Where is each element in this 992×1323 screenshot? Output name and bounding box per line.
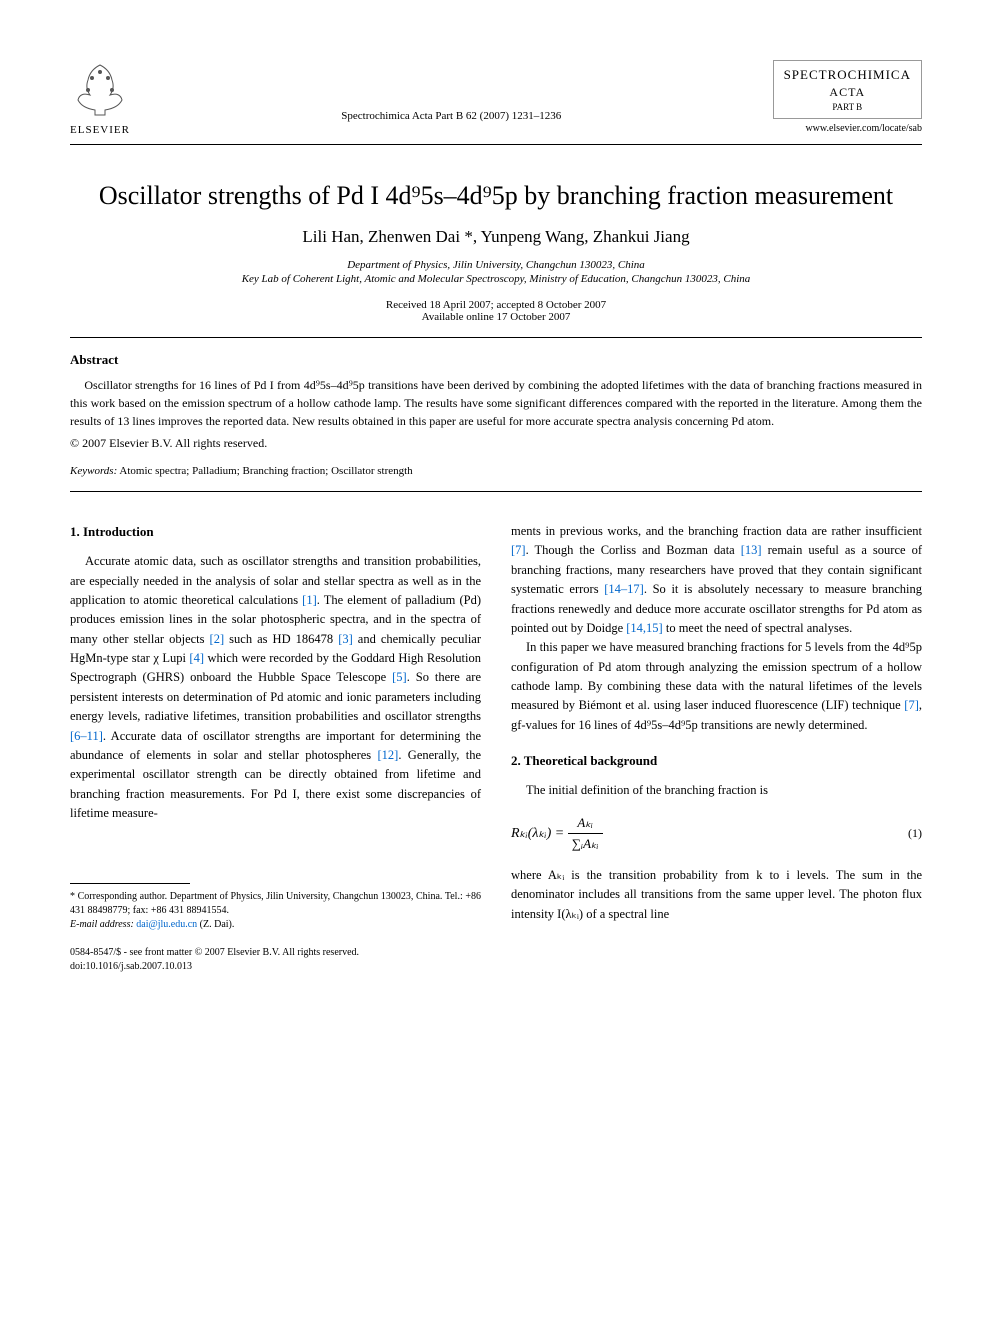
eq-lhs: Rₖᵢ(λₖᵢ) = — [511, 826, 568, 841]
intro-para-1-cont: ments in previous works, and the branchi… — [511, 522, 922, 638]
citation-link[interactable]: [6–11] — [70, 729, 103, 743]
footnote-line-1: * Corresponding author. Department of Ph… — [70, 890, 481, 918]
article-dates: Received 18 April 2007; accepted 8 Octob… — [70, 299, 922, 323]
body-columns: 1. Introduction Accurate atomic data, su… — [70, 522, 922, 974]
authors: Lili Han, Zhenwen Dai *, Yunpeng Wang, Z… — [70, 227, 922, 247]
citation-link[interactable]: [12] — [378, 748, 399, 762]
journal-box-wrap: SPECTROCHIMICA ACTA PART B www.elsevier.… — [773, 60, 922, 134]
email-label: E-mail address: — [70, 919, 136, 930]
intro-para-1: Accurate atomic data, such as oscillator… — [70, 552, 481, 823]
abstract-heading: Abstract — [70, 352, 922, 368]
journal-box-title: SPECTROCHIMICA — [784, 67, 911, 83]
elsevier-label: ELSEVIER — [70, 124, 130, 136]
keywords-text: Atomic spectra; Palladium; Branching fra… — [117, 465, 412, 477]
page-header: ELSEVIER Spectrochimica Acta Part B 62 (… — [70, 60, 922, 136]
email-suffix: (Z. Dai). — [197, 919, 234, 930]
citation-link[interactable]: [5] — [392, 670, 407, 684]
text-run: to meet the need of spectral analyses. — [663, 621, 853, 635]
citation-link[interactable]: [14–17] — [604, 582, 644, 596]
journal-box-sub: ACTA — [784, 85, 911, 100]
corresponding-author-footnote: * Corresponding author. Department of Ph… — [70, 890, 481, 932]
equation-1: Rₖᵢ(λₖᵢ) = Aₖᵢ∑ᵢAₖᵢ (1) — [511, 813, 922, 854]
column-right: ments in previous works, and the branchi… — [511, 522, 922, 974]
keywords: Keywords: Atomic spectra; Palladium; Bra… — [70, 465, 922, 477]
article-title: Oscillator strengths of Pd I 4d⁹5s–4d⁹5p… — [70, 181, 922, 211]
affiliation-2: Key Lab of Coherent Light, Atomic and Mo… — [70, 273, 922, 285]
text-run: . Though the Corliss and Bozman data — [526, 543, 741, 557]
footnote-email-line: E-mail address: dai@jlu.edu.cn (Z. Dai). — [70, 918, 481, 932]
section-2-heading: 2. Theoretical background — [511, 751, 922, 771]
citation-link[interactable]: [14,15] — [626, 621, 662, 635]
citation-link[interactable]: [1] — [302, 593, 317, 607]
journal-url: www.elsevier.com/locate/sab — [773, 123, 922, 134]
elsevier-tree-icon — [70, 60, 130, 120]
footnote-rule — [70, 883, 190, 884]
keywords-label: Keywords: — [70, 465, 117, 477]
abstract-text: Oscillator strengths for 16 lines of Pd … — [70, 376, 922, 430]
citation-link[interactable]: [7] — [511, 543, 526, 557]
equation-number: (1) — [908, 824, 922, 843]
journal-box: SPECTROCHIMICA ACTA PART B — [773, 60, 922, 119]
citation-link[interactable]: [3] — [338, 632, 353, 646]
doi-line: doi:10.1016/j.sab.2007.10.013 — [70, 960, 481, 974]
header-rule — [70, 144, 922, 145]
equation-body: Rₖᵢ(λₖᵢ) = Aₖᵢ∑ᵢAₖᵢ — [511, 813, 603, 854]
affiliation-1: Department of Physics, Jilin University,… — [70, 259, 922, 271]
journal-reference: Spectrochimica Acta Part B 62 (2007) 123… — [130, 60, 773, 122]
intro-para-2: In this paper we have measured branching… — [511, 638, 922, 735]
citation-link[interactable]: [7] — [904, 698, 919, 712]
dates-line-1: Received 18 April 2007; accepted 8 Octob… — [70, 299, 922, 311]
text-run: ments in previous works, and the branchi… — [511, 524, 922, 538]
bottom-meta: 0584-8547/$ - see front matter © 2007 El… — [70, 946, 481, 974]
citation-link[interactable]: [4] — [189, 651, 204, 665]
citation-link[interactable]: [2] — [210, 632, 225, 646]
text-run: such as HD 186478 — [224, 632, 338, 646]
citation-link[interactable]: [13] — [741, 543, 762, 557]
abstract-top-rule — [70, 337, 922, 338]
section-1-heading: 1. Introduction — [70, 522, 481, 542]
fraction-denominator: ∑ᵢAₖᵢ — [568, 834, 603, 854]
fraction-numerator: Aₖᵢ — [568, 813, 603, 834]
dates-line-2: Available online 17 October 2007 — [70, 311, 922, 323]
column-left: 1. Introduction Accurate atomic data, su… — [70, 522, 481, 974]
text-run: In this paper we have measured branching… — [511, 640, 922, 712]
journal-box-part: PART B — [784, 102, 911, 112]
publisher-logo: ELSEVIER — [70, 60, 130, 136]
email-link[interactable]: dai@jlu.edu.cn — [136, 919, 197, 930]
abstract-bottom-rule — [70, 491, 922, 492]
theory-para-2: where Aₖᵢ is the transition probability … — [511, 866, 922, 924]
copyright: © 2007 Elsevier B.V. All rights reserved… — [70, 436, 922, 451]
abstract-body: Oscillator strengths for 16 lines of Pd … — [70, 376, 922, 430]
fraction: Aₖᵢ∑ᵢAₖᵢ — [568, 813, 603, 854]
front-matter-line: 0584-8547/$ - see front matter © 2007 El… — [70, 946, 481, 960]
theory-para-1: The initial definition of the branching … — [511, 781, 922, 800]
